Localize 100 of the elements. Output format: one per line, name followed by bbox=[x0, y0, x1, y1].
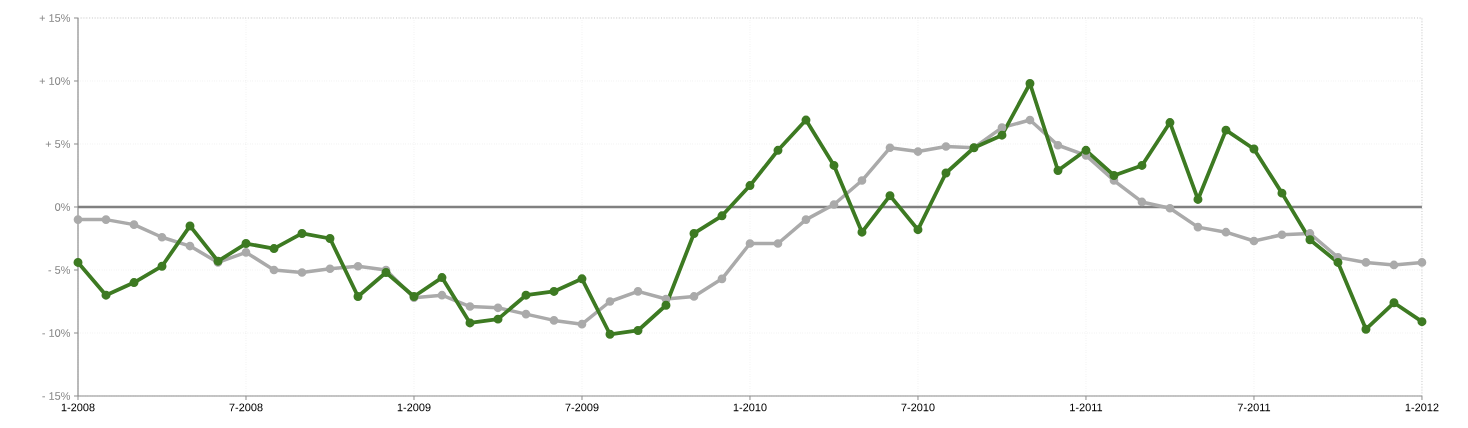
point bbox=[297, 228, 307, 238]
point bbox=[857, 227, 867, 237]
point bbox=[829, 160, 839, 170]
point bbox=[1249, 236, 1259, 246]
point bbox=[549, 286, 559, 296]
x-tick-label: 7-2009 bbox=[565, 403, 599, 412]
point bbox=[1109, 171, 1119, 180]
point bbox=[661, 300, 671, 310]
point bbox=[801, 115, 811, 125]
point bbox=[997, 130, 1007, 140]
y-tick-label: + 5% bbox=[45, 140, 71, 148]
point bbox=[521, 290, 531, 300]
y-tick-label: - 10% bbox=[42, 329, 71, 337]
point bbox=[465, 302, 475, 311]
point bbox=[353, 291, 363, 301]
point bbox=[521, 309, 531, 319]
y-tick-label: + 10% bbox=[39, 77, 71, 85]
point bbox=[857, 176, 867, 185]
point bbox=[1277, 230, 1287, 240]
point bbox=[185, 221, 195, 231]
point bbox=[297, 268, 307, 277]
point bbox=[493, 314, 503, 324]
point bbox=[157, 232, 167, 242]
point bbox=[689, 228, 699, 238]
point bbox=[1333, 257, 1343, 267]
point bbox=[101, 215, 111, 224]
point bbox=[269, 265, 279, 275]
point bbox=[1305, 235, 1315, 245]
point bbox=[1417, 258, 1427, 267]
point bbox=[801, 215, 811, 224]
point bbox=[829, 200, 839, 209]
x-tick-label: 1-2011 bbox=[1070, 403, 1103, 412]
point bbox=[717, 211, 727, 221]
y-tick-label: + 15% bbox=[39, 14, 71, 22]
point bbox=[1137, 160, 1147, 170]
point bbox=[1361, 324, 1371, 334]
y-tick-label: - 5% bbox=[48, 266, 71, 274]
point bbox=[633, 325, 643, 335]
point bbox=[269, 244, 279, 254]
point bbox=[773, 145, 783, 155]
point bbox=[129, 278, 139, 288]
point bbox=[913, 225, 923, 235]
x-tick-label: 1-2008 bbox=[61, 403, 95, 412]
point bbox=[577, 319, 587, 329]
point bbox=[1221, 227, 1231, 237]
point bbox=[633, 287, 643, 296]
point bbox=[101, 290, 111, 300]
point bbox=[325, 264, 335, 274]
y-tick-label: - 15% bbox=[42, 392, 71, 400]
point bbox=[1165, 118, 1175, 128]
point bbox=[549, 316, 559, 325]
point bbox=[605, 297, 615, 306]
point bbox=[1389, 260, 1399, 270]
point bbox=[745, 181, 755, 191]
x-tick-label: 7-2011 bbox=[1237, 403, 1271, 412]
point bbox=[1277, 188, 1287, 198]
point bbox=[1053, 165, 1063, 175]
point bbox=[885, 191, 895, 201]
point bbox=[1221, 125, 1231, 135]
y-tick-label: 0% bbox=[55, 203, 71, 211]
point bbox=[689, 292, 699, 301]
point bbox=[1417, 317, 1427, 327]
point bbox=[605, 329, 615, 339]
point bbox=[437, 273, 447, 283]
point bbox=[1053, 140, 1063, 150]
point bbox=[1305, 229, 1315, 238]
point bbox=[185, 241, 195, 251]
point bbox=[1025, 115, 1035, 125]
point bbox=[1137, 197, 1147, 207]
point bbox=[913, 147, 923, 156]
point bbox=[493, 303, 503, 313]
point bbox=[73, 215, 83, 224]
point bbox=[773, 239, 783, 248]
point bbox=[1165, 203, 1175, 213]
point bbox=[1361, 258, 1371, 267]
point bbox=[1249, 144, 1259, 154]
point bbox=[437, 290, 447, 300]
x-tick-label: 1-2012 bbox=[1405, 403, 1439, 412]
x-tick-label: 7-2008 bbox=[229, 403, 263, 412]
point bbox=[577, 274, 587, 284]
point bbox=[353, 261, 363, 271]
point bbox=[73, 257, 83, 267]
point bbox=[465, 318, 475, 328]
point bbox=[717, 274, 727, 284]
point bbox=[157, 261, 167, 271]
point bbox=[241, 248, 251, 257]
x-tick-label: 1-2009 bbox=[397, 403, 431, 412]
point bbox=[885, 143, 895, 153]
x-tick-label: 7-2010 bbox=[901, 403, 935, 412]
point bbox=[1389, 298, 1399, 308]
point bbox=[745, 239, 755, 248]
point bbox=[941, 142, 951, 151]
point bbox=[325, 234, 335, 243]
point bbox=[1193, 222, 1203, 232]
point bbox=[997, 123, 1007, 132]
point bbox=[241, 239, 251, 249]
point bbox=[1081, 145, 1091, 155]
x-tick-label: 1-2010 bbox=[733, 403, 767, 412]
point bbox=[129, 220, 139, 229]
point bbox=[941, 168, 951, 178]
